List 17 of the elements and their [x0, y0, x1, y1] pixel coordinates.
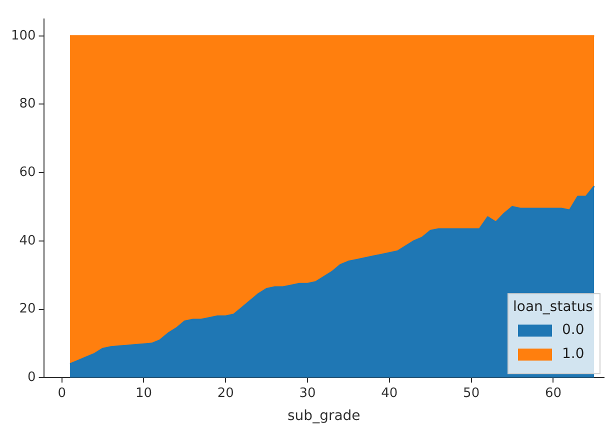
legend-title: loan_status [513, 299, 593, 316]
series-label: 0.0 [562, 322, 584, 338]
y-tick-label: 60 [19, 164, 36, 180]
y-tick-label: 0 [28, 370, 36, 385]
x-tick-label: 40 [381, 386, 398, 401]
x-tick-label: 20 [217, 386, 234, 401]
x-tick-label: 60 [544, 386, 562, 401]
y-tick-label: 20 [19, 302, 36, 317]
x-tick-label: 50 [463, 386, 480, 401]
x-tick-label: 10 [135, 386, 152, 401]
x-axis-title: sub_grade [288, 408, 360, 424]
y-tick-label: 80 [19, 96, 36, 112]
y-tick-label: 100 [10, 28, 36, 44]
x-tick-label: 30 [299, 386, 316, 401]
x-tick-label: 0 [58, 386, 66, 401]
y-tick-label: 40 [19, 233, 36, 248]
series-label: 1.0 [562, 346, 584, 362]
